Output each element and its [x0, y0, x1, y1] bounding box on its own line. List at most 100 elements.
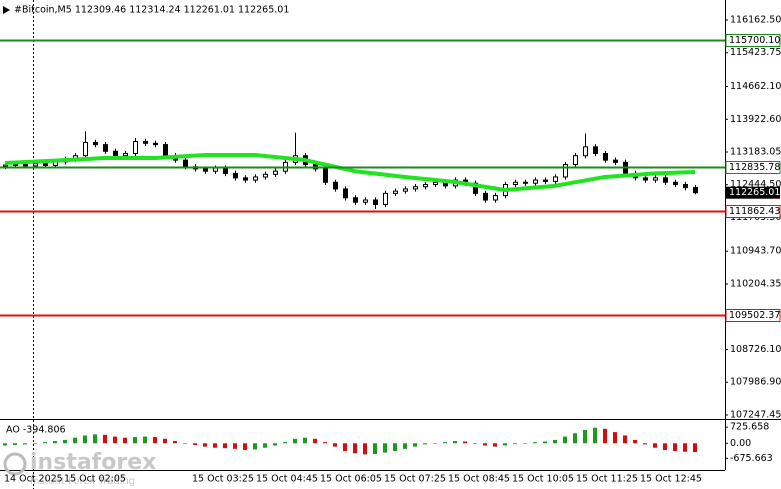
candle-body — [33, 163, 38, 167]
osc-bar — [543, 441, 547, 444]
x-tick-label: 15 Oct 03:25 — [192, 474, 254, 485]
osc-bar — [83, 435, 87, 444]
osc-bar — [333, 443, 337, 447]
osc-bar — [493, 443, 497, 447]
chart-title: #Bitcoin,M5 112309.46 112314.24 112261.0… — [14, 5, 289, 16]
candle-body — [673, 181, 678, 185]
candle-body — [253, 176, 258, 181]
candle-body — [583, 146, 588, 157]
y-tick-label: 108726.10 — [730, 344, 781, 355]
osc-bar — [593, 427, 597, 444]
candle-body — [353, 197, 358, 203]
candle-body — [23, 164, 28, 167]
osc-bar — [503, 443, 507, 446]
osc-bar — [553, 439, 557, 444]
x-tick-label: 15 Oct 10:05 — [512, 474, 574, 485]
candle-body — [513, 181, 518, 185]
x-tick-label: 15 Oct 04:45 — [256, 474, 318, 485]
osc-bar — [23, 443, 27, 445]
title-arrow — [3, 6, 10, 14]
osc-bar — [233, 443, 237, 449]
osc-bar — [263, 443, 267, 448]
level-label-box — [725, 161, 781, 174]
level-label-box — [725, 309, 781, 322]
y-tick-label: 115423.75 — [730, 47, 781, 58]
candle-body — [523, 181, 528, 184]
osc-bar — [123, 437, 127, 444]
candle-body — [393, 190, 398, 194]
osc-bar — [323, 442, 327, 444]
osc-bar — [603, 428, 607, 444]
osc-bar — [313, 438, 317, 444]
osc-bar — [663, 443, 667, 450]
osc-bar — [403, 443, 407, 449]
osc-bar — [443, 442, 447, 444]
logo-tagline: Instant Forex Trading — [30, 476, 135, 487]
osc-bar — [363, 443, 367, 455]
osc-bar — [423, 443, 427, 445]
osc-bar — [213, 443, 217, 448]
osc-bar — [283, 442, 287, 444]
current-price-label: 112265.01 — [729, 187, 780, 198]
x-tick-label: 14 Oct 2025 — [4, 474, 63, 485]
candle-body — [223, 167, 228, 174]
osc-bar — [253, 443, 257, 450]
level-label: 109502.37 — [729, 310, 780, 321]
osc-bar — [133, 437, 137, 444]
osc-bar — [143, 436, 147, 444]
candle-body — [593, 146, 598, 154]
osc-bar — [63, 439, 67, 444]
x-tick-label: 15 Oct 11:25 — [576, 474, 638, 485]
osc-bar — [523, 443, 527, 444]
y-tick-label: 107986.90 — [730, 377, 781, 388]
osc-bar — [183, 443, 187, 444]
level-label: 115700.10 — [729, 35, 780, 46]
moving-average — [4, 153, 696, 192]
x-tick-label: 15 Oct 06:05 — [320, 474, 382, 485]
y-tick-label: 110943.70 — [730, 246, 781, 257]
candle-body — [263, 173, 268, 178]
osc-bar — [153, 437, 157, 444]
y-tick-label: 113183.05 — [730, 147, 781, 158]
logo-name: instaforex — [30, 450, 156, 475]
candle-body — [473, 182, 478, 194]
osc-bar — [303, 437, 307, 444]
osc-bar — [533, 442, 537, 444]
x-tick-label: 15 Oct 08:45 — [448, 474, 510, 485]
osc-bar — [293, 438, 297, 444]
osc-bar — [393, 443, 397, 452]
candle-body — [343, 188, 348, 199]
level-label-box — [725, 205, 781, 218]
y-tick-label: 116162.50 — [730, 15, 781, 26]
level-label: 111862.43 — [729, 206, 780, 217]
candle-body — [613, 159, 618, 163]
osc-bar — [43, 442, 47, 444]
x-tick-label: 15 Oct 02:05 — [64, 474, 126, 485]
osc-tick-label: 725.658 — [730, 422, 769, 433]
osc-bar — [473, 443, 477, 444]
candle-body — [403, 188, 408, 192]
candle-body — [133, 141, 138, 154]
y-tick-label: 114662.10 — [730, 81, 781, 92]
osc-bar — [583, 429, 587, 444]
candle-body — [93, 141, 98, 146]
candle-body — [603, 152, 608, 161]
candle-body — [683, 183, 688, 189]
osc-bar — [173, 441, 177, 444]
current-price-box — [726, 186, 780, 199]
candle-body — [663, 177, 668, 183]
osc-bar — [653, 443, 657, 448]
x-tick-label: 15 Oct 07:25 — [384, 474, 446, 485]
oscillator-title: AO -394.806 — [6, 425, 66, 436]
candle-body — [533, 179, 538, 184]
candle-body — [213, 167, 218, 172]
candle-body — [363, 199, 368, 203]
candle-body — [413, 186, 418, 190]
logo: instaforex Instant Forex Trading — [3, 450, 156, 487]
candle-body — [3, 164, 8, 167]
osc-bar — [203, 443, 207, 447]
osc-bar — [73, 437, 77, 444]
candle-body — [153, 142, 158, 146]
